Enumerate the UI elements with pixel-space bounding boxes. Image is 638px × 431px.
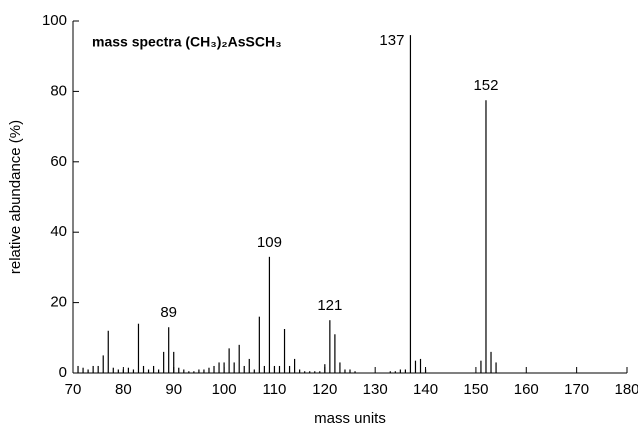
peak-label: 89 xyxy=(160,304,177,321)
y-tick-label: 40 xyxy=(50,223,67,240)
x-tick-label: 110 xyxy=(262,381,286,398)
x-tick-label: 140 xyxy=(413,381,438,398)
x-axis-label: mass units xyxy=(314,410,386,427)
peak-label: 137 xyxy=(379,32,404,49)
x-tick-label: 180 xyxy=(614,381,638,398)
x-tick-label: 80 xyxy=(115,381,132,398)
x-tick-label: 150 xyxy=(463,381,488,398)
y-axis-label: relative abundance (%) xyxy=(7,120,24,274)
x-tick-label: 130 xyxy=(363,381,388,398)
peak-label: 121 xyxy=(317,297,342,314)
x-tick-label: 100 xyxy=(212,381,237,398)
x-tick-label: 70 xyxy=(65,381,82,398)
y-tick-label: 80 xyxy=(50,82,67,99)
chart-title: mass spectra (CH₃)₂AsSCH₃ xyxy=(92,34,282,50)
x-tick-label: 90 xyxy=(165,381,182,398)
x-tick-label: 120 xyxy=(312,381,337,398)
x-tick-label: 160 xyxy=(514,381,539,398)
y-tick-label: 60 xyxy=(50,153,67,170)
y-tick-label: 20 xyxy=(50,294,67,311)
peak-label: 152 xyxy=(473,77,498,94)
y-tick-label: 100 xyxy=(42,12,67,29)
x-tick-label: 170 xyxy=(564,381,589,398)
y-tick-label: 0 xyxy=(59,364,67,381)
peak-label: 109 xyxy=(257,234,282,251)
